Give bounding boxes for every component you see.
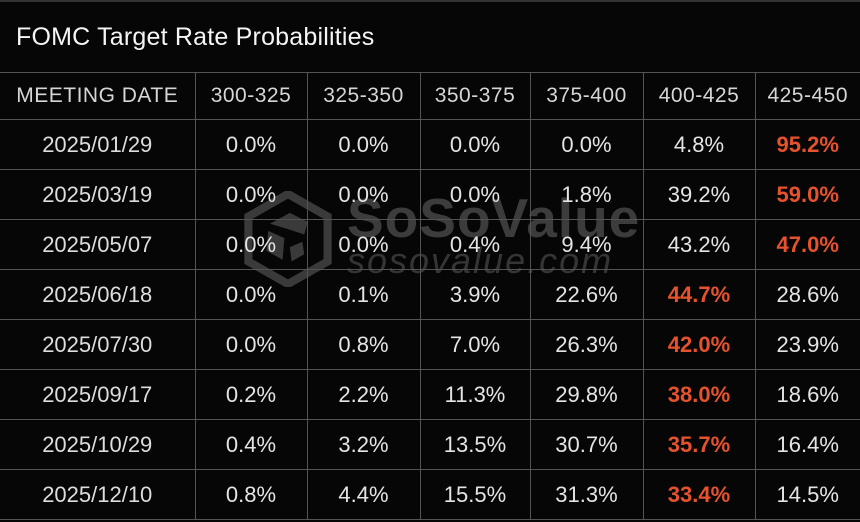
- probability-cell: 44.7%: [642, 269, 756, 320]
- probability-cell: 13.5%: [419, 419, 531, 470]
- meeting-date-cell: 2025/06/18: [0, 269, 196, 320]
- probability-cell: 15.5%: [419, 469, 531, 520]
- probability-cell: 0.0%: [529, 119, 644, 170]
- meeting-date-cell: 2025/07/30: [0, 319, 196, 370]
- probability-cell: 1.8%: [529, 169, 644, 220]
- probability-cell: 11.3%: [419, 369, 531, 420]
- probability-cell: 39.2%: [642, 169, 756, 220]
- table-row: 2025/12/10 0.8% 4.4% 15.5% 31.3% 33.4% 14.5%: [0, 469, 860, 520]
- probability-cell: 0.0%: [194, 319, 308, 370]
- col-header-425-450: 425-450: [754, 72, 860, 120]
- title-bar: FOMC Target Rate Probabilities: [0, 2, 860, 72]
- probability-cell: 59.0%: [754, 169, 860, 220]
- probability-cell: 0.8%: [306, 319, 421, 370]
- table-row: 2025/10/29 0.4% 3.2% 13.5% 30.7% 35.7% 16.4%: [0, 419, 860, 470]
- probability-cell: 28.6%: [754, 269, 860, 320]
- meeting-date-cell: 2025/03/19: [0, 169, 196, 220]
- probability-cell: 0.0%: [419, 119, 531, 170]
- probability-cell: 0.1%: [306, 269, 421, 320]
- probability-cell: 9.4%: [529, 219, 644, 270]
- probability-cell: 2.2%: [306, 369, 421, 420]
- meeting-date-cell: 2025/05/07: [0, 219, 196, 270]
- probability-cell: 0.0%: [194, 169, 308, 220]
- table-row: 2025/09/17 0.2% 2.2% 11.3% 29.8% 38.0% 18.6%: [0, 369, 860, 420]
- probability-cell: 0.0%: [194, 219, 308, 270]
- probability-cell: 38.0%: [642, 369, 756, 420]
- probability-cell: 26.3%: [529, 319, 644, 370]
- probability-cell: 23.9%: [754, 319, 860, 370]
- meeting-date-cell: 2025/09/17: [0, 369, 196, 420]
- probability-cell: 16.4%: [754, 419, 860, 470]
- probability-cell: 31.3%: [529, 469, 644, 520]
- probability-cell: 0.8%: [194, 469, 308, 520]
- probability-cell: 0.4%: [194, 419, 308, 470]
- probability-cell: 4.8%: [642, 119, 756, 170]
- probability-cell: 4.4%: [306, 469, 421, 520]
- probability-cell: 7.0%: [419, 319, 531, 370]
- probability-cell: 95.2%: [754, 119, 860, 170]
- probability-cell: 0.0%: [306, 169, 421, 220]
- col-header-300-325: 300-325: [194, 72, 308, 120]
- probability-cell: 47.0%: [754, 219, 860, 270]
- col-header-375-400: 375-400: [529, 72, 644, 120]
- table-row: 2025/03/19 0.0% 0.0% 0.0% 1.8% 39.2% 59.0%: [0, 169, 860, 220]
- probability-cell: 18.6%: [754, 369, 860, 420]
- probability-cell: 43.2%: [642, 219, 756, 270]
- probability-cell: 22.6%: [529, 269, 644, 320]
- probability-cell: 42.0%: [642, 319, 756, 370]
- probability-cell: 0.0%: [306, 219, 421, 270]
- probability-cell: 0.4%: [419, 219, 531, 270]
- table-row: 2025/01/29 0.0% 0.0% 0.0% 0.0% 4.8% 95.2%: [0, 119, 860, 170]
- probability-cell: 0.0%: [194, 269, 308, 320]
- col-header-400-425: 400-425: [642, 72, 756, 120]
- table-row: 2025/07/30 0.0% 0.8% 7.0% 26.3% 42.0% 23.9%: [0, 319, 860, 370]
- table-body: 2025/01/29 0.0% 0.0% 0.0% 0.0% 4.8% 95.2% 2025/…: [0, 119, 860, 520]
- meeting-date-cell: 2025/10/29: [0, 419, 196, 470]
- header-row: MEETING DATE 300-325 325-350 350-375 375…: [0, 72, 860, 120]
- meeting-date-cell: 2025/01/29: [0, 119, 196, 170]
- probability-cell: 14.5%: [754, 469, 860, 520]
- col-header-325-350: 325-350: [306, 72, 421, 120]
- probability-cell: 33.4%: [642, 469, 756, 520]
- page-title: FOMC Target Rate Probabilities: [16, 22, 375, 51]
- col-header-meeting-date: MEETING DATE: [0, 72, 196, 120]
- probability-cell: 35.7%: [642, 419, 756, 470]
- table-row: 2025/06/18 0.0% 0.1% 3.9% 22.6% 44.7% 28.6%: [0, 269, 860, 320]
- probability-cell: 0.2%: [194, 369, 308, 420]
- meeting-date-cell: 2025/12/10: [0, 469, 196, 520]
- table-row: 2025/05/07 0.0% 0.0% 0.4% 9.4% 43.2% 47.0%: [0, 219, 860, 270]
- probability-cell: 0.0%: [306, 119, 421, 170]
- table-header: MEETING DATE 300-325 325-350 350-375 375…: [0, 72, 860, 120]
- probability-cell: 30.7%: [529, 419, 644, 470]
- probability-cell: 0.0%: [194, 119, 308, 170]
- probability-cell: 29.8%: [529, 369, 644, 420]
- probability-cell: 3.9%: [419, 269, 531, 320]
- probability-cell: 3.2%: [306, 419, 421, 470]
- probability-cell: 0.0%: [419, 169, 531, 220]
- rate-probability-table: MEETING DATE 300-325 325-350 350-375 375…: [0, 72, 860, 520]
- col-header-350-375: 350-375: [419, 72, 531, 120]
